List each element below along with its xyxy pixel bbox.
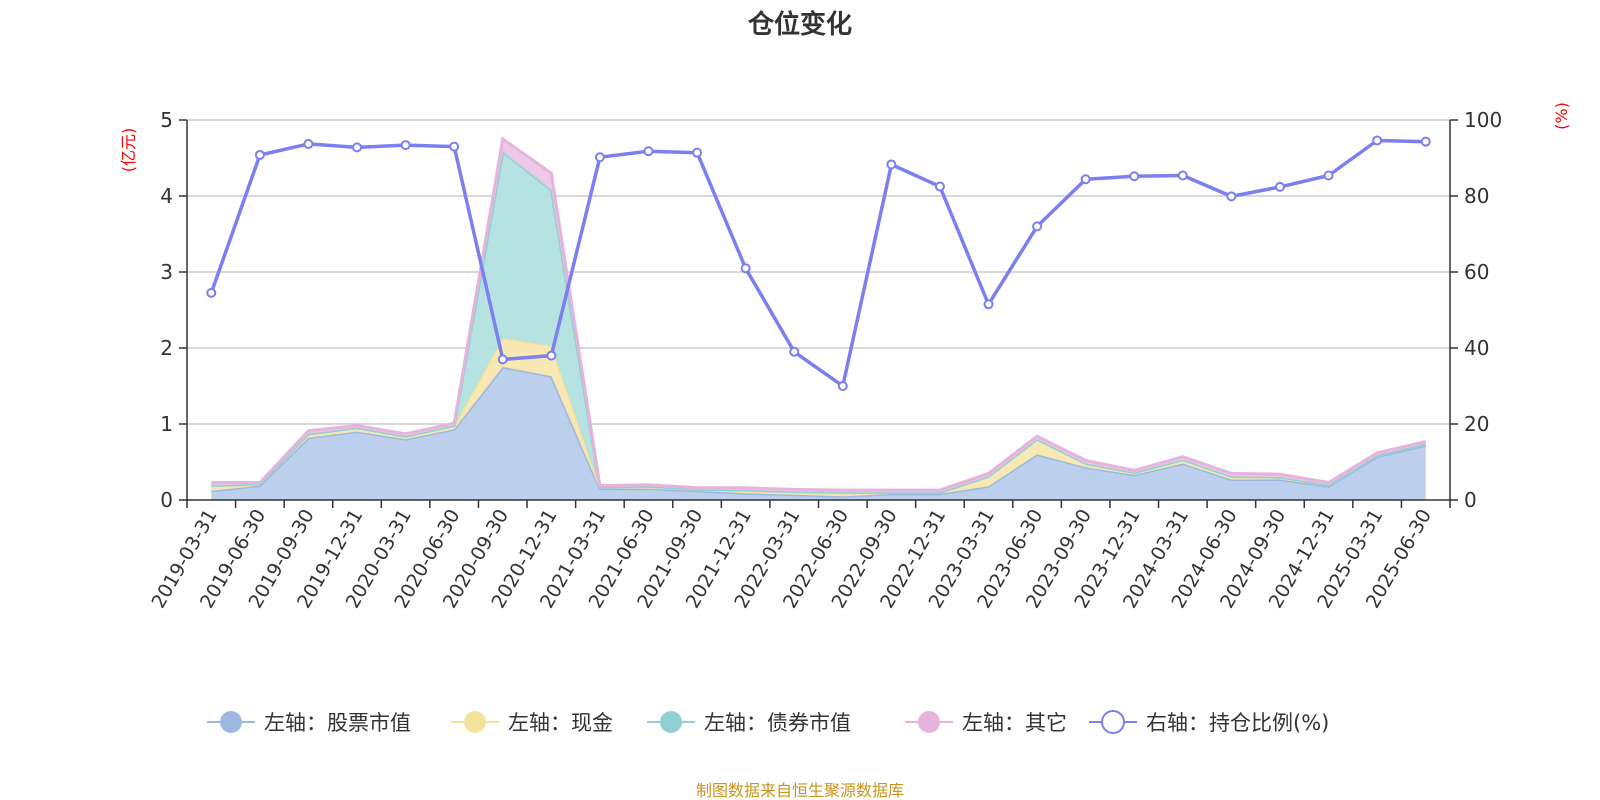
- legend-item[interactable]: 左轴：其它: [905, 711, 1067, 735]
- chart-title: 仓位变化: [747, 9, 852, 40]
- legend-label: 右轴：持仓比例(%): [1146, 711, 1329, 735]
- ratio-point: [254, 149, 265, 160]
- right-tick-label: 40: [1464, 336, 1489, 360]
- legend-label: 左轴：债券市值: [704, 711, 851, 735]
- ratio-point: [983, 299, 994, 310]
- ratio-point: [1420, 136, 1431, 147]
- ratio-point: [1226, 191, 1237, 202]
- ratio-point: [400, 140, 411, 151]
- ratio-point: [643, 146, 654, 157]
- ratio-point: [594, 152, 605, 163]
- footer-source: 制图数据来自恒生聚源数据库: [696, 781, 904, 800]
- ratio-point: [1080, 174, 1091, 185]
- left-tick-label: 1: [160, 412, 173, 436]
- right-tick-label: 0: [1464, 488, 1477, 512]
- ratio-point: [886, 159, 897, 170]
- area-fill-series-0: [211, 367, 1426, 500]
- ratio-point: [934, 181, 945, 192]
- left-tick-label: 2: [160, 336, 173, 360]
- ratio-point: [546, 350, 557, 361]
- ratio-point: [1177, 170, 1188, 181]
- ratio-point: [692, 147, 703, 158]
- area-fill-series-2: [211, 151, 1426, 493]
- legend-marker: [464, 711, 486, 733]
- ratio-point: [206, 287, 217, 298]
- left-axis-unit: (亿元): [119, 128, 138, 173]
- ratio-line: [209, 138, 1426, 388]
- legend-marker: [1101, 710, 1125, 734]
- grid-layer: [187, 119, 1450, 425]
- line-layer: [206, 135, 1431, 391]
- legend-item[interactable]: 右轴：持仓比例(%): [1089, 710, 1329, 735]
- ratio-point: [1274, 181, 1285, 192]
- legend-label: 左轴：其它: [962, 711, 1067, 735]
- ratio-point: [740, 263, 751, 274]
- area-layer: [211, 136, 1427, 500]
- left-tick-label: 0: [160, 488, 173, 512]
- ratio-point: [303, 138, 314, 149]
- legend-label: 左轴：股票市值: [264, 711, 411, 735]
- ratio-point: [837, 381, 848, 391]
- ratio-point: [352, 142, 363, 153]
- right-tick-label: 60: [1464, 260, 1489, 284]
- ratio-point: [1372, 135, 1383, 146]
- legend-item[interactable]: 左轴：债券市值: [647, 711, 851, 735]
- legend-marker: [220, 711, 242, 733]
- right-tick-label: 80: [1464, 184, 1489, 208]
- legend[interactable]: 左轴：股票市值 左轴：现金 左轴：债券市值 左轴：其它 右轴：持仓比例(%): [207, 710, 1329, 735]
- ratio-point: [789, 346, 800, 357]
- area-edge-series-3: [211, 136, 1427, 492]
- ratio-point: [1129, 171, 1140, 182]
- left-tick-label: 4: [160, 184, 173, 208]
- left-tick-label: 5: [160, 108, 173, 132]
- legend-marker: [918, 711, 940, 733]
- ratio-point: [449, 141, 460, 152]
- legend-item[interactable]: 左轴：股票市值: [207, 711, 411, 735]
- legend-item[interactable]: 左轴：现金: [451, 711, 613, 735]
- right-axis-unit: (%): [1552, 102, 1571, 130]
- legend-label: 左轴：现金: [508, 711, 613, 735]
- ratio-point: [497, 354, 508, 365]
- right-tick-label: 20: [1464, 412, 1489, 436]
- ratio-point: [1323, 170, 1334, 181]
- legend-marker: [660, 711, 682, 733]
- ratio-point: [1032, 221, 1043, 232]
- left-tick-label: 3: [160, 260, 173, 284]
- right-tick-label: 100: [1464, 108, 1502, 132]
